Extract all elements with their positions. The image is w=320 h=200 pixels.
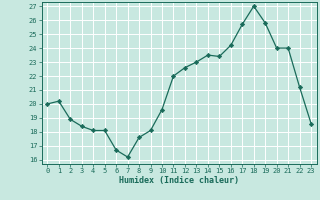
X-axis label: Humidex (Indice chaleur): Humidex (Indice chaleur) — [119, 176, 239, 185]
